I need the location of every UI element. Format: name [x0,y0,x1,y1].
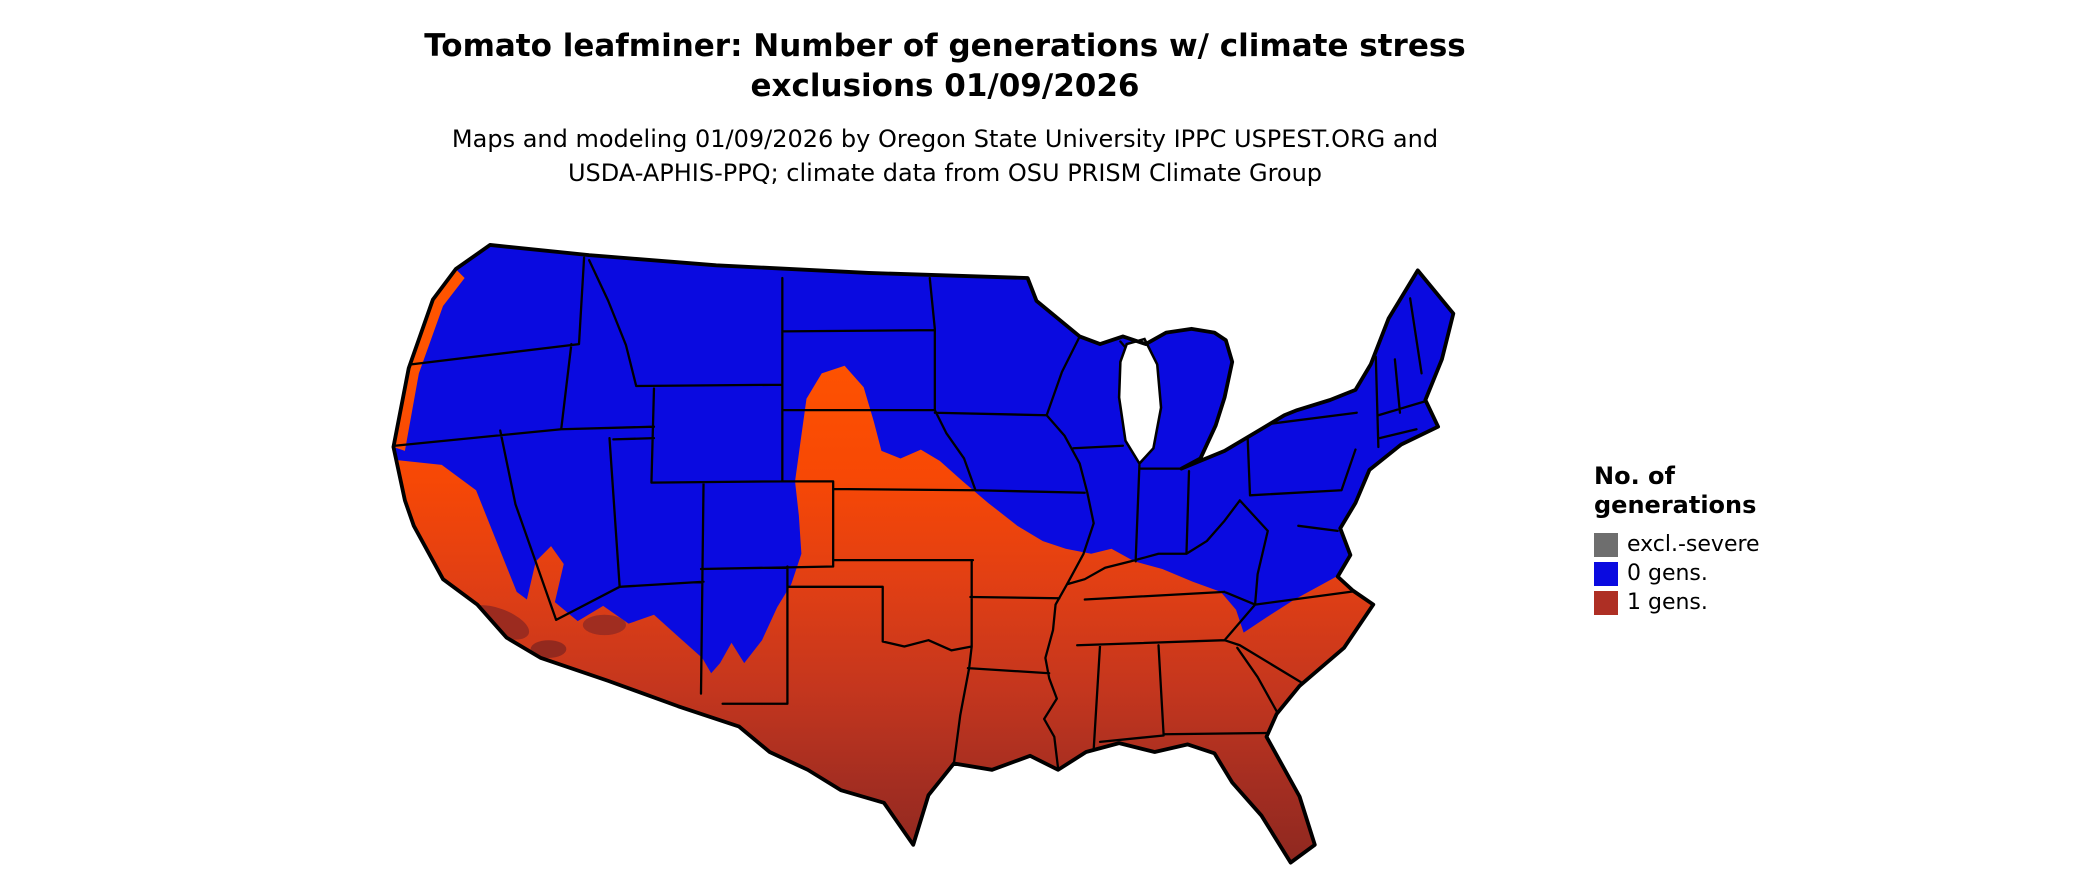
legend: No. of generations excl.-severe 0 gens. … [1594,462,1854,619]
legend-label-zero-gens: 0 gens. [1627,561,1708,586]
page-title: Tomato leafminer: Number of generations … [0,26,1890,106]
legend-item-one-gens: 1 gens. [1594,590,1854,616]
legend-title-line-1: No. of [1594,462,1675,490]
legend-swatch-zero-gens [1594,562,1618,586]
state-borders [393,256,1427,770]
lake-michigan [1117,337,1163,466]
legend-label-one-gens: 1 gens. [1627,590,1708,615]
legend-swatch-one-gens [1594,591,1618,615]
us-map-svg [391,243,1456,865]
legend-item-zero-gens: 0 gens. [1594,561,1854,587]
legend-swatch-excl-severe [1594,533,1618,557]
us-generations-map [335,222,1555,883]
legend-title-line-2: generations [1594,491,1757,519]
legend-items: excl.-severe 0 gens. 1 gens. [1594,532,1854,616]
us-outline [391,243,1456,865]
legend-item-excl-severe: excl.-severe [1594,532,1854,558]
subtitle-line-2: USDA-APHIS-PPQ; climate data from OSU PR… [567,159,1323,187]
pacific-coast-warm-strip [393,269,465,451]
title-line-1: Tomato leafminer: Number of generations … [424,28,1466,64]
subtitle-line-1: Maps and modeling 01/09/2026 by Oregon S… [451,125,1439,153]
page-subtitle: Maps and modeling 01/09/2026 by Oregon S… [0,122,1890,190]
title-line-2: exclusions 01/09/2026 [750,68,1140,104]
legend-label-excl-severe: excl.-severe [1627,532,1760,557]
